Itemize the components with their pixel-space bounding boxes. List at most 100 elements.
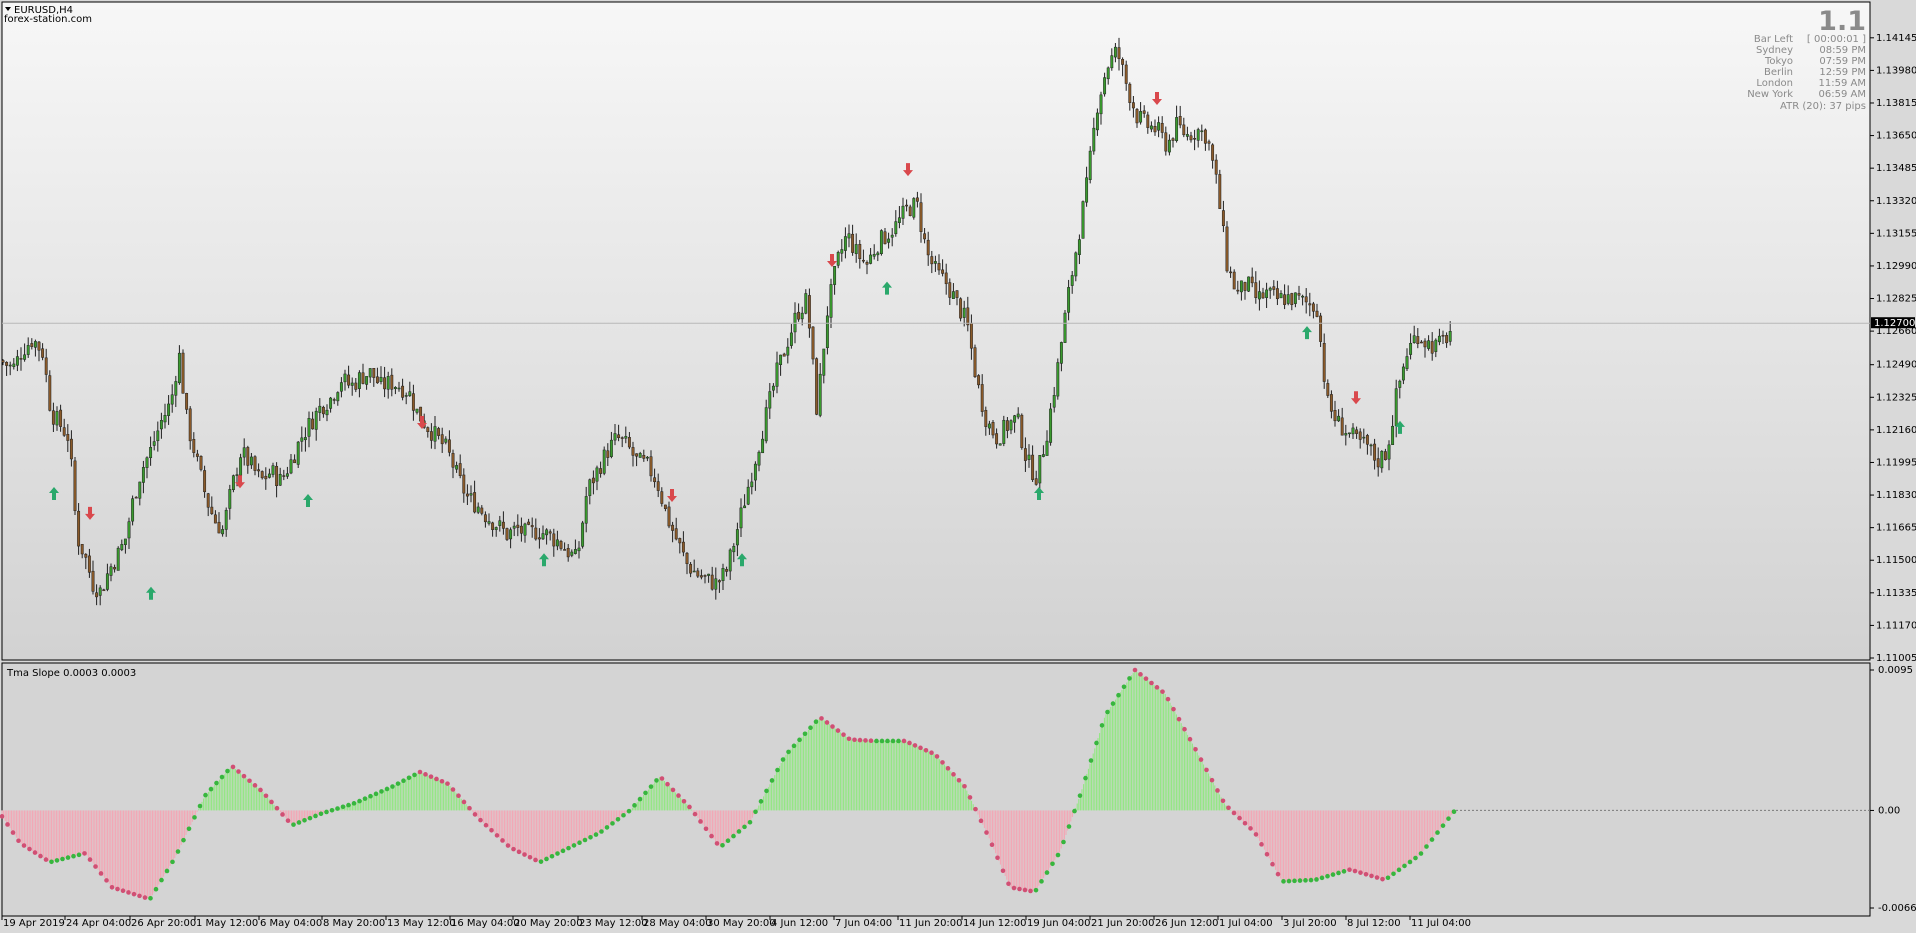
time-tick-label: 7 Jun 04:00 bbox=[835, 918, 892, 929]
slope-dot bbox=[1330, 872, 1336, 877]
candle-body bbox=[1369, 444, 1373, 447]
candle-body bbox=[728, 549, 732, 572]
candle-body bbox=[908, 206, 912, 217]
candle-body bbox=[1257, 291, 1261, 300]
candle-body bbox=[782, 353, 786, 357]
candle-body bbox=[725, 569, 729, 572]
candle-body bbox=[80, 544, 84, 555]
slope-dot bbox=[731, 833, 736, 839]
candle-body bbox=[15, 356, 19, 366]
price-tick-label: 1.13155 bbox=[1876, 228, 1916, 239]
slope-dot bbox=[1336, 870, 1341, 876]
candle-body bbox=[379, 376, 383, 382]
time-tick-label: 3 Jul 20:00 bbox=[1283, 918, 1337, 929]
candle-body bbox=[483, 514, 487, 523]
candle-body bbox=[548, 531, 552, 534]
slope-dot bbox=[274, 805, 280, 811]
candle-body bbox=[195, 453, 199, 457]
slope-dot bbox=[962, 783, 967, 789]
candle-body bbox=[602, 449, 606, 474]
slope-dot bbox=[390, 784, 395, 789]
sell-arrow-icon bbox=[235, 475, 245, 489]
slope-dot bbox=[527, 854, 533, 860]
buy-arrow-icon bbox=[146, 586, 156, 600]
slope-dot bbox=[1358, 870, 1363, 875]
candle-body bbox=[350, 382, 354, 386]
slope-dot bbox=[516, 849, 522, 855]
candle-body bbox=[764, 407, 768, 442]
candle-body bbox=[692, 570, 696, 573]
slope-dot bbox=[456, 793, 461, 799]
candle-body bbox=[663, 504, 667, 509]
candle-body bbox=[372, 368, 376, 378]
time-tick-label: 19 Jun 04:00 bbox=[1027, 918, 1091, 929]
candle-body bbox=[293, 459, 297, 464]
spread-value: 1.1 bbox=[1818, 6, 1866, 37]
candle-body bbox=[1142, 110, 1146, 114]
time-tick-label: 13 May 12:00 bbox=[387, 918, 456, 929]
candle-body bbox=[1146, 114, 1150, 128]
candle-body bbox=[800, 312, 804, 320]
candle-body bbox=[825, 315, 829, 349]
candle-body bbox=[451, 453, 455, 468]
slope-dot bbox=[703, 826, 709, 832]
dropdown-triangle-icon[interactable] bbox=[5, 7, 11, 11]
slope-dot bbox=[890, 738, 896, 744]
slope-dot bbox=[978, 818, 984, 824]
candle-body bbox=[915, 197, 919, 202]
candle-body bbox=[278, 473, 282, 486]
candle-body bbox=[890, 234, 894, 238]
slope-dot bbox=[753, 809, 758, 815]
candle-body bbox=[1365, 435, 1369, 445]
candle-body bbox=[696, 570, 700, 577]
slope-dot bbox=[1231, 810, 1237, 816]
time-tick-label: 16 May 04:00 bbox=[451, 918, 520, 929]
slope-dot bbox=[1215, 788, 1220, 793]
candle-body bbox=[23, 354, 27, 360]
slope-dot bbox=[1083, 775, 1088, 781]
candle-body bbox=[321, 406, 325, 415]
slope-dot bbox=[758, 799, 764, 804]
candle-body bbox=[1088, 150, 1092, 180]
slope-dot bbox=[445, 781, 450, 786]
candle-body bbox=[599, 468, 603, 474]
candle-body bbox=[134, 496, 138, 499]
candle-body bbox=[563, 549, 567, 551]
price-panel[interactable] bbox=[1, 1, 1871, 661]
candle-body bbox=[303, 437, 307, 441]
watermark-text: forex-station.com bbox=[4, 14, 92, 25]
slope-dot bbox=[1072, 808, 1077, 814]
candle-body bbox=[1275, 288, 1279, 300]
candle-body bbox=[710, 574, 714, 590]
candle-body bbox=[743, 505, 747, 509]
slope-dot bbox=[236, 769, 241, 774]
slope-dot bbox=[764, 788, 769, 794]
slope-dot bbox=[593, 832, 599, 837]
candle-body bbox=[1041, 454, 1045, 457]
session-value: 11:59 AM bbox=[1819, 78, 1866, 89]
slope-dot bbox=[868, 738, 874, 744]
candle-body bbox=[966, 307, 970, 326]
candle-body bbox=[534, 527, 538, 540]
candle-body bbox=[213, 514, 217, 524]
candle-body bbox=[865, 262, 869, 265]
candle-body bbox=[1167, 139, 1171, 153]
candle-body bbox=[613, 433, 617, 441]
slope-dot bbox=[1143, 676, 1149, 681]
candle-body bbox=[127, 521, 131, 539]
candle-body bbox=[66, 434, 70, 441]
slope-dot bbox=[1011, 885, 1017, 891]
slope-dot bbox=[450, 787, 456, 792]
candle-body bbox=[19, 358, 23, 360]
candle-body bbox=[1131, 102, 1135, 109]
slope-dot bbox=[32, 850, 38, 855]
candle-body bbox=[1182, 124, 1186, 136]
session-value: 08:59 PM bbox=[1819, 45, 1866, 56]
time-tick-label: 8 May 20:00 bbox=[323, 918, 385, 929]
candle-body bbox=[289, 459, 293, 474]
slope-dot bbox=[263, 793, 269, 799]
candle-body bbox=[1225, 226, 1229, 272]
candle-body bbox=[901, 205, 905, 219]
